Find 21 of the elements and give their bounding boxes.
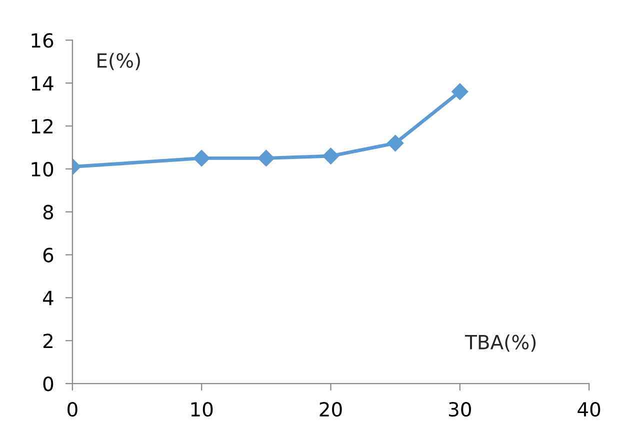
x-tick-label: 0	[68, 402, 78, 417]
y-axis-title: E(%)	[98, 52, 140, 70]
y-tick-label: 2	[43, 334, 52, 348]
x-tick-label: 30	[449, 402, 471, 417]
y-tick-label: 8	[43, 204, 54, 220]
y-tick-label: 16	[32, 33, 54, 48]
x-tick-label: 20	[320, 402, 342, 417]
x-tick-label: 10	[191, 402, 213, 417]
y-tick-label: 14	[32, 76, 54, 90]
x-axis-title: TBA(%)	[465, 334, 536, 352]
y-tick-label: 6	[43, 248, 54, 262]
point	[452, 83, 468, 100]
point	[386, 134, 404, 152]
point	[193, 150, 210, 167]
y-tick-label: 10	[32, 162, 54, 177]
point	[322, 148, 340, 164]
point	[258, 150, 275, 167]
y-tick-label: 0	[43, 376, 54, 392]
y-tick-label: 4	[42, 290, 54, 306]
x-tick-label: 40	[578, 402, 600, 417]
y-tick-label: 12	[32, 118, 52, 134]
